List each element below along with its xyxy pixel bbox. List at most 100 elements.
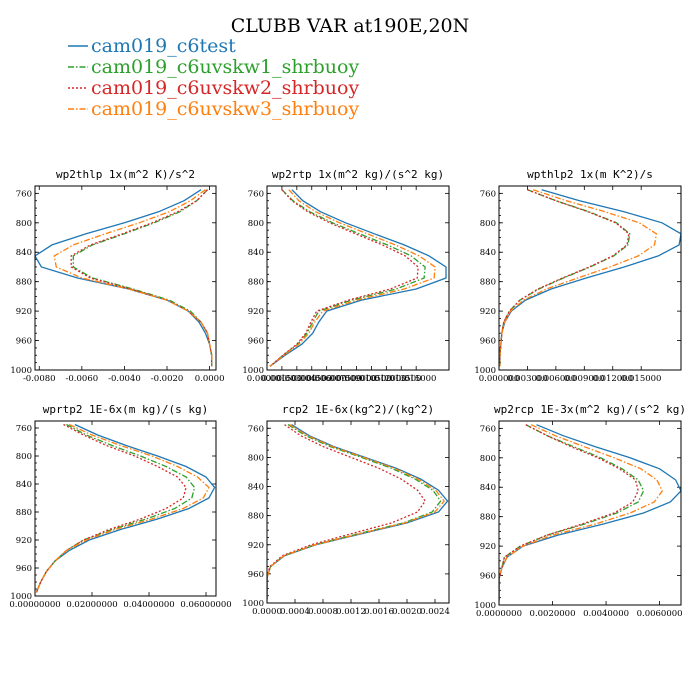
y-tick-label: 1000 xyxy=(242,366,264,376)
x-tick-label: 0.015000 xyxy=(621,374,662,384)
x-tick-label: 0.0016 xyxy=(364,607,394,617)
legend: cam019_c6testcam019_c6uvskw1_shrbuoycam0… xyxy=(68,35,359,120)
y-tick-label: 800 xyxy=(16,452,32,462)
y-tick-label: 920 xyxy=(248,307,264,317)
y-tick-label: 880 xyxy=(16,278,32,288)
x-tick-label: 0.02000000 xyxy=(66,600,117,610)
y-tick-label: 960 xyxy=(16,564,32,574)
x-tick-label: -0.0020 xyxy=(151,374,184,384)
plot-frame xyxy=(34,420,217,597)
y-tick-label: 760 xyxy=(480,189,496,199)
y-tick-label: 880 xyxy=(16,508,32,518)
panel-title: wp2rtp 1x(m^2 kg)/(s^2 kg) xyxy=(272,168,444,181)
y-tick-label: 800 xyxy=(248,453,264,463)
series-line-3 xyxy=(499,189,630,367)
series-line-4 xyxy=(269,189,436,367)
series-line-1 xyxy=(499,424,681,602)
y-tick-label: 760 xyxy=(248,424,264,434)
plot-frame xyxy=(498,185,682,371)
series-line-3 xyxy=(267,424,426,600)
panel-title: wp2thlp 1x(m^2 K)/s^2 xyxy=(56,168,195,181)
x-tick-label: 0.06000000 xyxy=(180,600,231,610)
y-tick-label: 840 xyxy=(248,248,264,258)
y-tick-label: 1000 xyxy=(474,366,496,376)
series-line-2 xyxy=(269,189,426,367)
y-tick-label: 880 xyxy=(248,512,264,522)
y-tick-label: 840 xyxy=(480,483,496,493)
y-tick-label: 840 xyxy=(16,248,32,258)
x-tick-label: 0.003000 xyxy=(277,374,318,384)
y-tick-label: 920 xyxy=(480,307,496,317)
panel-title: wpthlp2 1x(m K^2)/s xyxy=(527,168,653,181)
panel-6: wp2rcp 1E-3x(m^2 kg)/(s^2 kg) 760 800 840 88… xyxy=(474,403,686,619)
x-tick-label: 0.0020 xyxy=(392,607,422,617)
series-line-1 xyxy=(269,189,447,367)
y-tick-label: 840 xyxy=(16,480,32,490)
y-tick-label: 920 xyxy=(480,542,496,552)
x-tick-label: 0.00000000 xyxy=(9,600,60,610)
legend-label-3: cam019_c6uvskw2_shrbuoy xyxy=(91,77,359,99)
panel-4: wprtp2 1E-6x(m kg)/(s kg) 760 800 840 880 920… xyxy=(9,403,231,610)
x-tick-label: 0.006000 xyxy=(306,374,347,384)
y-tick-label: 960 xyxy=(16,337,32,347)
x-tick-label: 0.000000 xyxy=(247,374,288,384)
series-group xyxy=(499,189,681,367)
y-tick-label: 800 xyxy=(16,219,32,229)
y-tick-label: 960 xyxy=(480,572,496,582)
panels: wp2thlp 1x(m^2 K)/s^2 760 800 840 880 920 960 1… xyxy=(9,168,686,619)
y-tick-label: 920 xyxy=(248,541,264,551)
x-tick-label: -0.0060 xyxy=(66,374,99,384)
x-tick-label: 0.0020000 xyxy=(530,609,576,619)
series-line-3 xyxy=(269,189,419,367)
legend-label-4: cam019_c6uvskw3_shrbuoy xyxy=(91,98,359,120)
x-tick-label: 0.004500 xyxy=(291,374,332,384)
y-tick-label: 760 xyxy=(16,424,32,434)
x-tick-label: 0.012000 xyxy=(592,374,633,384)
y-tick-label: 1000 xyxy=(474,601,496,611)
y-tick-label: 800 xyxy=(248,219,264,229)
x-tick-label: 0.006000 xyxy=(536,374,577,384)
plot-frame xyxy=(266,420,450,604)
y-tick-label: 760 xyxy=(480,424,496,434)
panel-1: wp2thlp 1x(m^2 K)/s^2 760 800 840 880 920 960 1… xyxy=(10,168,224,384)
series-line-2 xyxy=(35,423,196,593)
y-tick-label: 1000 xyxy=(242,599,264,609)
series-line-1 xyxy=(499,189,681,367)
y-tick-label: 960 xyxy=(248,337,264,347)
x-tick-label: 0.012000 xyxy=(366,374,407,384)
x-tick-label: -0.0080 xyxy=(23,374,56,384)
x-tick-label: 0.001500 xyxy=(262,374,303,384)
x-tick-label: 0.0040000 xyxy=(583,609,629,619)
panel-title: wprtp2 1E-6x(m kg)/(s kg) xyxy=(43,403,209,416)
series-group xyxy=(267,424,449,600)
x-tick-label: 0.0000000 xyxy=(476,609,522,619)
y-tick-label: 960 xyxy=(248,570,264,580)
x-tick-label: 0.0024 xyxy=(420,607,450,617)
y-tick-label: 920 xyxy=(16,536,32,546)
series-line-4 xyxy=(267,424,445,600)
x-tick-label: 0.04000000 xyxy=(123,600,174,610)
y-tick-label: 880 xyxy=(480,513,496,523)
series-line-3 xyxy=(70,189,213,367)
series-line-1 xyxy=(35,189,213,367)
y-tick-label: 800 xyxy=(480,454,496,464)
series-line-3 xyxy=(499,424,639,602)
legend-label-2: cam019_c6uvskw1_shrbuoy xyxy=(91,56,359,78)
y-tick-label: 760 xyxy=(16,189,32,199)
y-tick-label: 880 xyxy=(480,278,496,288)
series-line-2 xyxy=(72,189,213,367)
series-line-2 xyxy=(267,424,442,600)
series-group xyxy=(499,424,681,602)
plot-frame xyxy=(498,420,682,606)
x-tick-label: 0.003000 xyxy=(507,374,548,384)
plot-frame xyxy=(34,185,217,371)
figure-title: CLUBB VAR at190E,20N xyxy=(231,15,470,37)
x-tick-label: 0.0012 xyxy=(336,607,366,617)
series-group xyxy=(269,189,447,367)
series-line-1 xyxy=(35,423,216,593)
series-line-3 xyxy=(35,423,187,593)
y-tick-label: 920 xyxy=(16,307,32,317)
panel-5: rcp2 1E-6x(kg^2)/(kg^2) 760 800 840 880 920 96… xyxy=(242,403,450,617)
x-tick-label: -0.0040 xyxy=(108,374,141,384)
